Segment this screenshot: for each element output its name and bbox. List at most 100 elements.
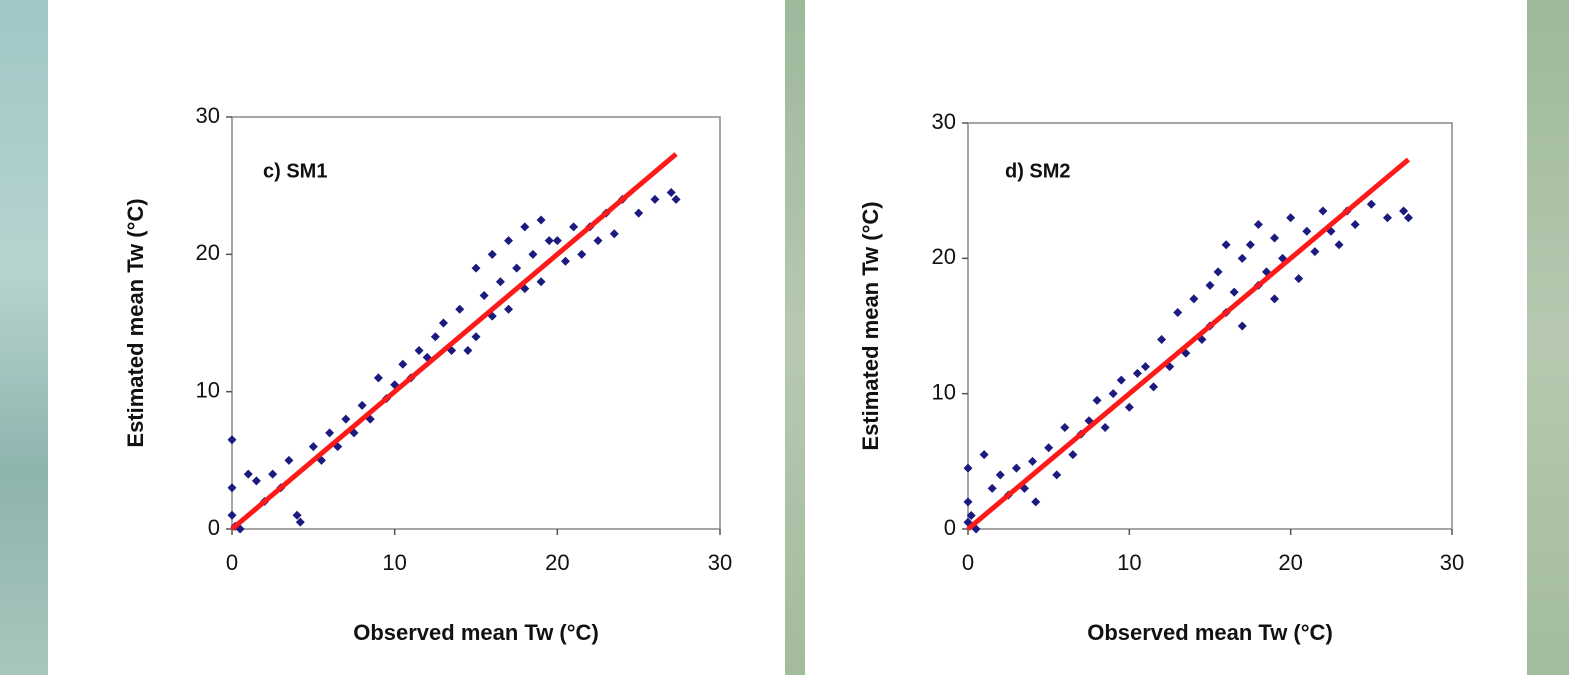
scatter-point — [1237, 321, 1247, 331]
scatter-point — [471, 332, 481, 342]
scatter-point — [995, 470, 1005, 480]
scatter-point — [987, 483, 997, 493]
reference-line — [966, 157, 1411, 531]
scatter-point — [1302, 226, 1312, 236]
scatter-point — [1286, 213, 1296, 223]
scatter-point — [1399, 206, 1409, 216]
scatter-point — [471, 263, 481, 273]
scatter-point — [284, 455, 294, 465]
scatter-point — [504, 304, 514, 314]
scatter-point — [1149, 382, 1159, 392]
x-axis-label: Observed mean Tw (°C) — [1087, 620, 1333, 645]
scatter-point — [1229, 287, 1239, 297]
scatter-point — [1382, 213, 1392, 223]
scatter-point — [438, 318, 448, 328]
scatter-point — [1205, 280, 1215, 290]
scatter-point — [1221, 240, 1231, 250]
scatter-point — [963, 463, 973, 473]
scatter-point — [544, 236, 554, 246]
scatter-point — [1270, 233, 1280, 243]
scatter-point — [1237, 253, 1247, 263]
scatter-point — [1060, 423, 1070, 432]
scatter-point — [268, 469, 278, 479]
scatter-point — [227, 510, 237, 520]
scatter-point — [1140, 362, 1150, 372]
scatter-point — [1157, 335, 1167, 345]
annotation: c) SM1 — [263, 160, 327, 182]
scatter-point — [634, 208, 644, 218]
scatter-point — [1270, 294, 1280, 304]
panel — [805, 0, 1527, 675]
x-axis-label: Observed mean Tw (°C) — [353, 620, 599, 645]
reference-line — [230, 152, 678, 531]
y-tick-label: 30 — [932, 109, 956, 134]
panel — [48, 0, 785, 675]
scatter-point — [1350, 220, 1360, 229]
scatter-point — [979, 450, 989, 460]
scatter-point — [512, 263, 522, 273]
scatter-point — [1124, 402, 1134, 412]
scatter-point — [504, 236, 514, 246]
scatter-point — [520, 222, 530, 232]
scatter-point — [295, 517, 305, 527]
background-strip — [785, 0, 805, 675]
scatter-point — [373, 373, 383, 383]
scatter-point — [292, 510, 302, 520]
scatter-point — [650, 194, 660, 204]
scatter-point — [671, 194, 681, 204]
scatter-point — [569, 222, 579, 232]
y-tick-label: 10 — [932, 379, 956, 404]
scatter-point — [1044, 443, 1054, 453]
annotation: d) SM2 — [1005, 160, 1071, 182]
scatter-point — [463, 345, 473, 355]
y-tick-label: 10 — [196, 377, 220, 402]
x-tick-label: 0 — [962, 550, 974, 575]
x-tick-label: 30 — [708, 550, 732, 575]
scatter-point — [1189, 294, 1199, 304]
y-axis-label: Estimated mean Tw (°C) — [858, 201, 883, 450]
x-tick-label: 30 — [1440, 550, 1464, 575]
y-tick-label: 30 — [196, 103, 220, 128]
scatter-point — [1100, 423, 1110, 432]
scatter-point — [1173, 307, 1183, 317]
scatter-point — [341, 414, 351, 424]
scatter-point — [495, 277, 505, 287]
scatter-point — [251, 476, 261, 486]
scatter-point — [398, 359, 408, 369]
scatter-point — [487, 249, 497, 259]
scatter-point — [536, 277, 546, 287]
scatter-point — [966, 510, 976, 520]
scatter-point — [1366, 199, 1376, 209]
y-tick-label: 0 — [208, 515, 220, 540]
scatter-point — [666, 188, 676, 198]
y-tick-label: 0 — [944, 515, 956, 540]
scatter-point — [1092, 395, 1102, 405]
y-axis-label: Estimated mean Tw (°C) — [123, 198, 148, 447]
scatter-point — [1245, 240, 1255, 250]
x-tick-label: 20 — [545, 550, 569, 575]
y-tick-label: 20 — [196, 240, 220, 265]
scatter-point — [1294, 274, 1304, 284]
scatter-point — [609, 229, 619, 239]
scatter-point — [560, 256, 570, 266]
scatter-point — [593, 236, 603, 246]
scatter-point — [430, 332, 440, 342]
scatter-point — [1213, 267, 1223, 277]
scatter-point — [1108, 389, 1118, 399]
y-tick-label: 20 — [932, 244, 956, 269]
scatter-point — [1068, 450, 1078, 460]
scatter-point — [227, 435, 237, 445]
scatter-point — [1318, 206, 1328, 216]
scatter-point — [536, 215, 546, 225]
scatter-point — [577, 249, 587, 259]
scatter-point — [414, 345, 424, 355]
scatter-point — [552, 236, 562, 246]
scatter-point — [1116, 375, 1126, 385]
scatter-point — [1052, 470, 1062, 480]
x-tick-label: 10 — [382, 550, 406, 575]
scatter-point — [1253, 220, 1263, 229]
x-tick-label: 20 — [1278, 550, 1302, 575]
scatter-point — [243, 469, 253, 479]
scatter-point — [528, 249, 538, 259]
scatter-point — [325, 428, 335, 438]
